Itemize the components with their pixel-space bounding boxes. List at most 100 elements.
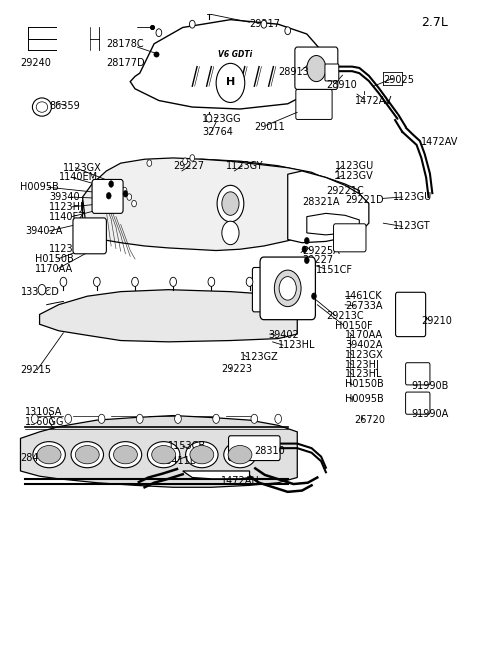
Text: 28178C: 28178C bbox=[107, 39, 144, 48]
Ellipse shape bbox=[114, 445, 137, 464]
Text: H0150B: H0150B bbox=[345, 379, 384, 389]
Text: 29217: 29217 bbox=[250, 19, 280, 29]
Circle shape bbox=[279, 276, 296, 300]
Circle shape bbox=[307, 56, 326, 82]
Text: 1339CD: 1339CD bbox=[21, 287, 60, 297]
Circle shape bbox=[32, 414, 38, 423]
Ellipse shape bbox=[190, 445, 214, 464]
Text: 29223: 29223 bbox=[221, 364, 252, 373]
Circle shape bbox=[222, 221, 239, 245]
Text: 1123HL: 1123HL bbox=[278, 340, 316, 350]
Circle shape bbox=[38, 284, 46, 295]
Text: 39402: 39402 bbox=[269, 330, 300, 341]
Text: 29221D: 29221D bbox=[345, 195, 384, 205]
Text: 1123HE: 1123HE bbox=[49, 244, 87, 254]
FancyBboxPatch shape bbox=[73, 218, 107, 253]
Polygon shape bbox=[83, 158, 336, 251]
Text: 1140EM: 1140EM bbox=[59, 172, 98, 183]
Text: 1123GX: 1123GX bbox=[63, 162, 102, 173]
Polygon shape bbox=[307, 214, 360, 235]
Text: 29240: 29240 bbox=[21, 58, 51, 68]
Circle shape bbox=[190, 155, 195, 161]
Polygon shape bbox=[21, 415, 297, 487]
Circle shape bbox=[208, 277, 215, 286]
Circle shape bbox=[246, 277, 253, 286]
FancyBboxPatch shape bbox=[228, 436, 280, 460]
Circle shape bbox=[302, 246, 307, 252]
Text: 91990B: 91990B bbox=[412, 381, 449, 391]
FancyBboxPatch shape bbox=[325, 64, 339, 81]
Ellipse shape bbox=[186, 441, 218, 468]
Text: 1123GZ: 1123GZ bbox=[240, 352, 279, 362]
Circle shape bbox=[116, 181, 120, 187]
Text: 1170AA: 1170AA bbox=[345, 330, 383, 341]
Text: 39340: 39340 bbox=[49, 192, 80, 202]
Circle shape bbox=[109, 181, 114, 187]
Circle shape bbox=[60, 277, 67, 286]
Text: 29221C: 29221C bbox=[326, 185, 364, 196]
Text: 28177D: 28177D bbox=[107, 58, 145, 68]
FancyBboxPatch shape bbox=[334, 224, 366, 252]
Text: 1472AV: 1472AV bbox=[355, 96, 392, 105]
Circle shape bbox=[222, 192, 239, 215]
Circle shape bbox=[132, 200, 136, 207]
Text: 91990A: 91990A bbox=[412, 409, 449, 419]
Circle shape bbox=[275, 414, 281, 423]
Text: 1123GU: 1123GU bbox=[336, 160, 375, 171]
Circle shape bbox=[285, 27, 290, 35]
Text: 1123GG: 1123GG bbox=[202, 114, 241, 124]
Text: 29227: 29227 bbox=[302, 255, 333, 265]
Text: 28411B: 28411B bbox=[21, 453, 58, 463]
Circle shape bbox=[216, 64, 245, 102]
Circle shape bbox=[132, 277, 138, 286]
FancyBboxPatch shape bbox=[406, 363, 430, 385]
Text: 1461CK: 1461CK bbox=[345, 291, 383, 301]
Text: V6 GDTi: V6 GDTi bbox=[218, 50, 252, 60]
Ellipse shape bbox=[75, 445, 99, 464]
Circle shape bbox=[147, 160, 152, 166]
Text: 1123GX: 1123GX bbox=[345, 350, 384, 360]
Text: H0150F: H0150F bbox=[336, 320, 373, 331]
Text: 86359: 86359 bbox=[49, 101, 80, 111]
Text: 39402A: 39402A bbox=[25, 226, 62, 236]
Circle shape bbox=[275, 270, 301, 307]
Text: H0095B: H0095B bbox=[345, 394, 384, 404]
Text: 28321A: 28321A bbox=[302, 197, 339, 207]
Ellipse shape bbox=[147, 441, 180, 468]
Text: 28411B: 28411B bbox=[159, 456, 196, 466]
Text: 29225A: 29225A bbox=[302, 246, 340, 255]
FancyBboxPatch shape bbox=[406, 392, 430, 414]
Circle shape bbox=[98, 414, 105, 423]
Text: 1123GY: 1123GY bbox=[226, 160, 263, 171]
Circle shape bbox=[206, 114, 212, 122]
FancyBboxPatch shape bbox=[92, 179, 123, 214]
Circle shape bbox=[175, 414, 181, 423]
Circle shape bbox=[122, 187, 127, 194]
Circle shape bbox=[65, 414, 72, 423]
Ellipse shape bbox=[71, 441, 104, 468]
Ellipse shape bbox=[152, 445, 176, 464]
Polygon shape bbox=[288, 171, 369, 243]
Text: 28910: 28910 bbox=[326, 80, 357, 90]
Text: H: H bbox=[226, 77, 235, 87]
Text: 1170AA: 1170AA bbox=[35, 264, 73, 274]
Ellipse shape bbox=[37, 445, 61, 464]
Text: 29213C: 29213C bbox=[326, 310, 363, 321]
Text: 1140FZ: 1140FZ bbox=[49, 212, 86, 221]
Polygon shape bbox=[183, 471, 250, 479]
Text: 1123GT: 1123GT bbox=[393, 221, 431, 231]
Ellipse shape bbox=[224, 441, 256, 468]
Ellipse shape bbox=[33, 441, 65, 468]
Text: 1310SA: 1310SA bbox=[25, 407, 62, 417]
Polygon shape bbox=[83, 159, 360, 244]
Text: 29227: 29227 bbox=[173, 160, 204, 171]
Text: 29011: 29011 bbox=[254, 122, 285, 132]
Circle shape bbox=[304, 238, 309, 244]
Circle shape bbox=[190, 20, 195, 28]
Ellipse shape bbox=[109, 441, 142, 468]
Circle shape bbox=[170, 277, 177, 286]
FancyBboxPatch shape bbox=[396, 292, 426, 337]
Text: 32764: 32764 bbox=[202, 127, 233, 137]
Circle shape bbox=[304, 257, 309, 263]
Circle shape bbox=[156, 29, 162, 37]
